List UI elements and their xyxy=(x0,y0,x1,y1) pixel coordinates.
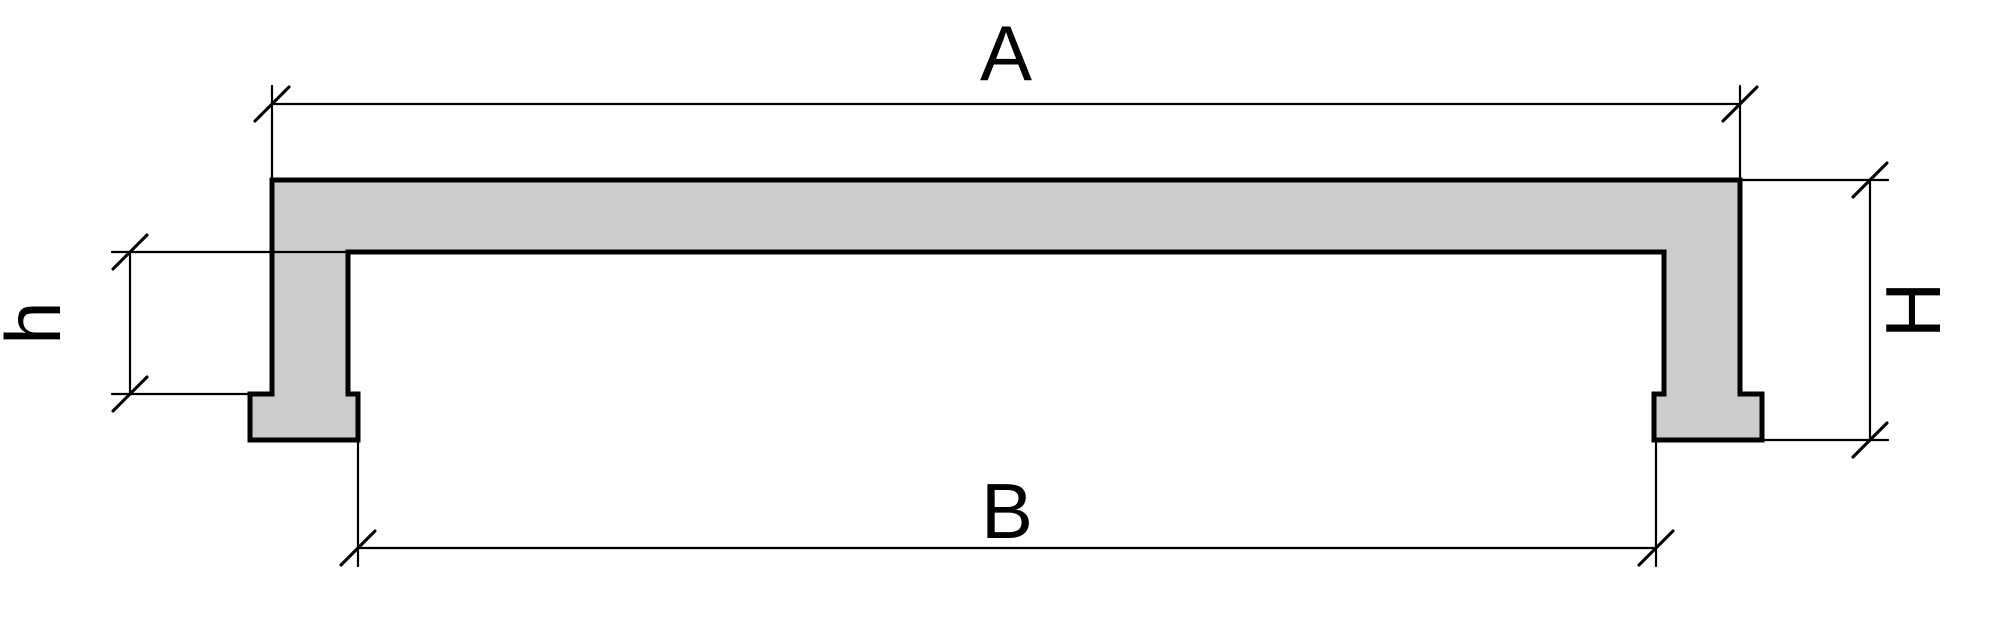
dim-A-label: A xyxy=(980,9,1032,97)
dim-H: H xyxy=(1740,163,1957,457)
dim-B-label: B xyxy=(981,467,1033,555)
dim-A: A xyxy=(255,9,1757,180)
dim-H-label: H xyxy=(1869,282,1957,338)
dim-B: B xyxy=(341,440,1673,566)
dim-h-label: h xyxy=(0,301,77,344)
profile-shape xyxy=(250,180,1762,440)
